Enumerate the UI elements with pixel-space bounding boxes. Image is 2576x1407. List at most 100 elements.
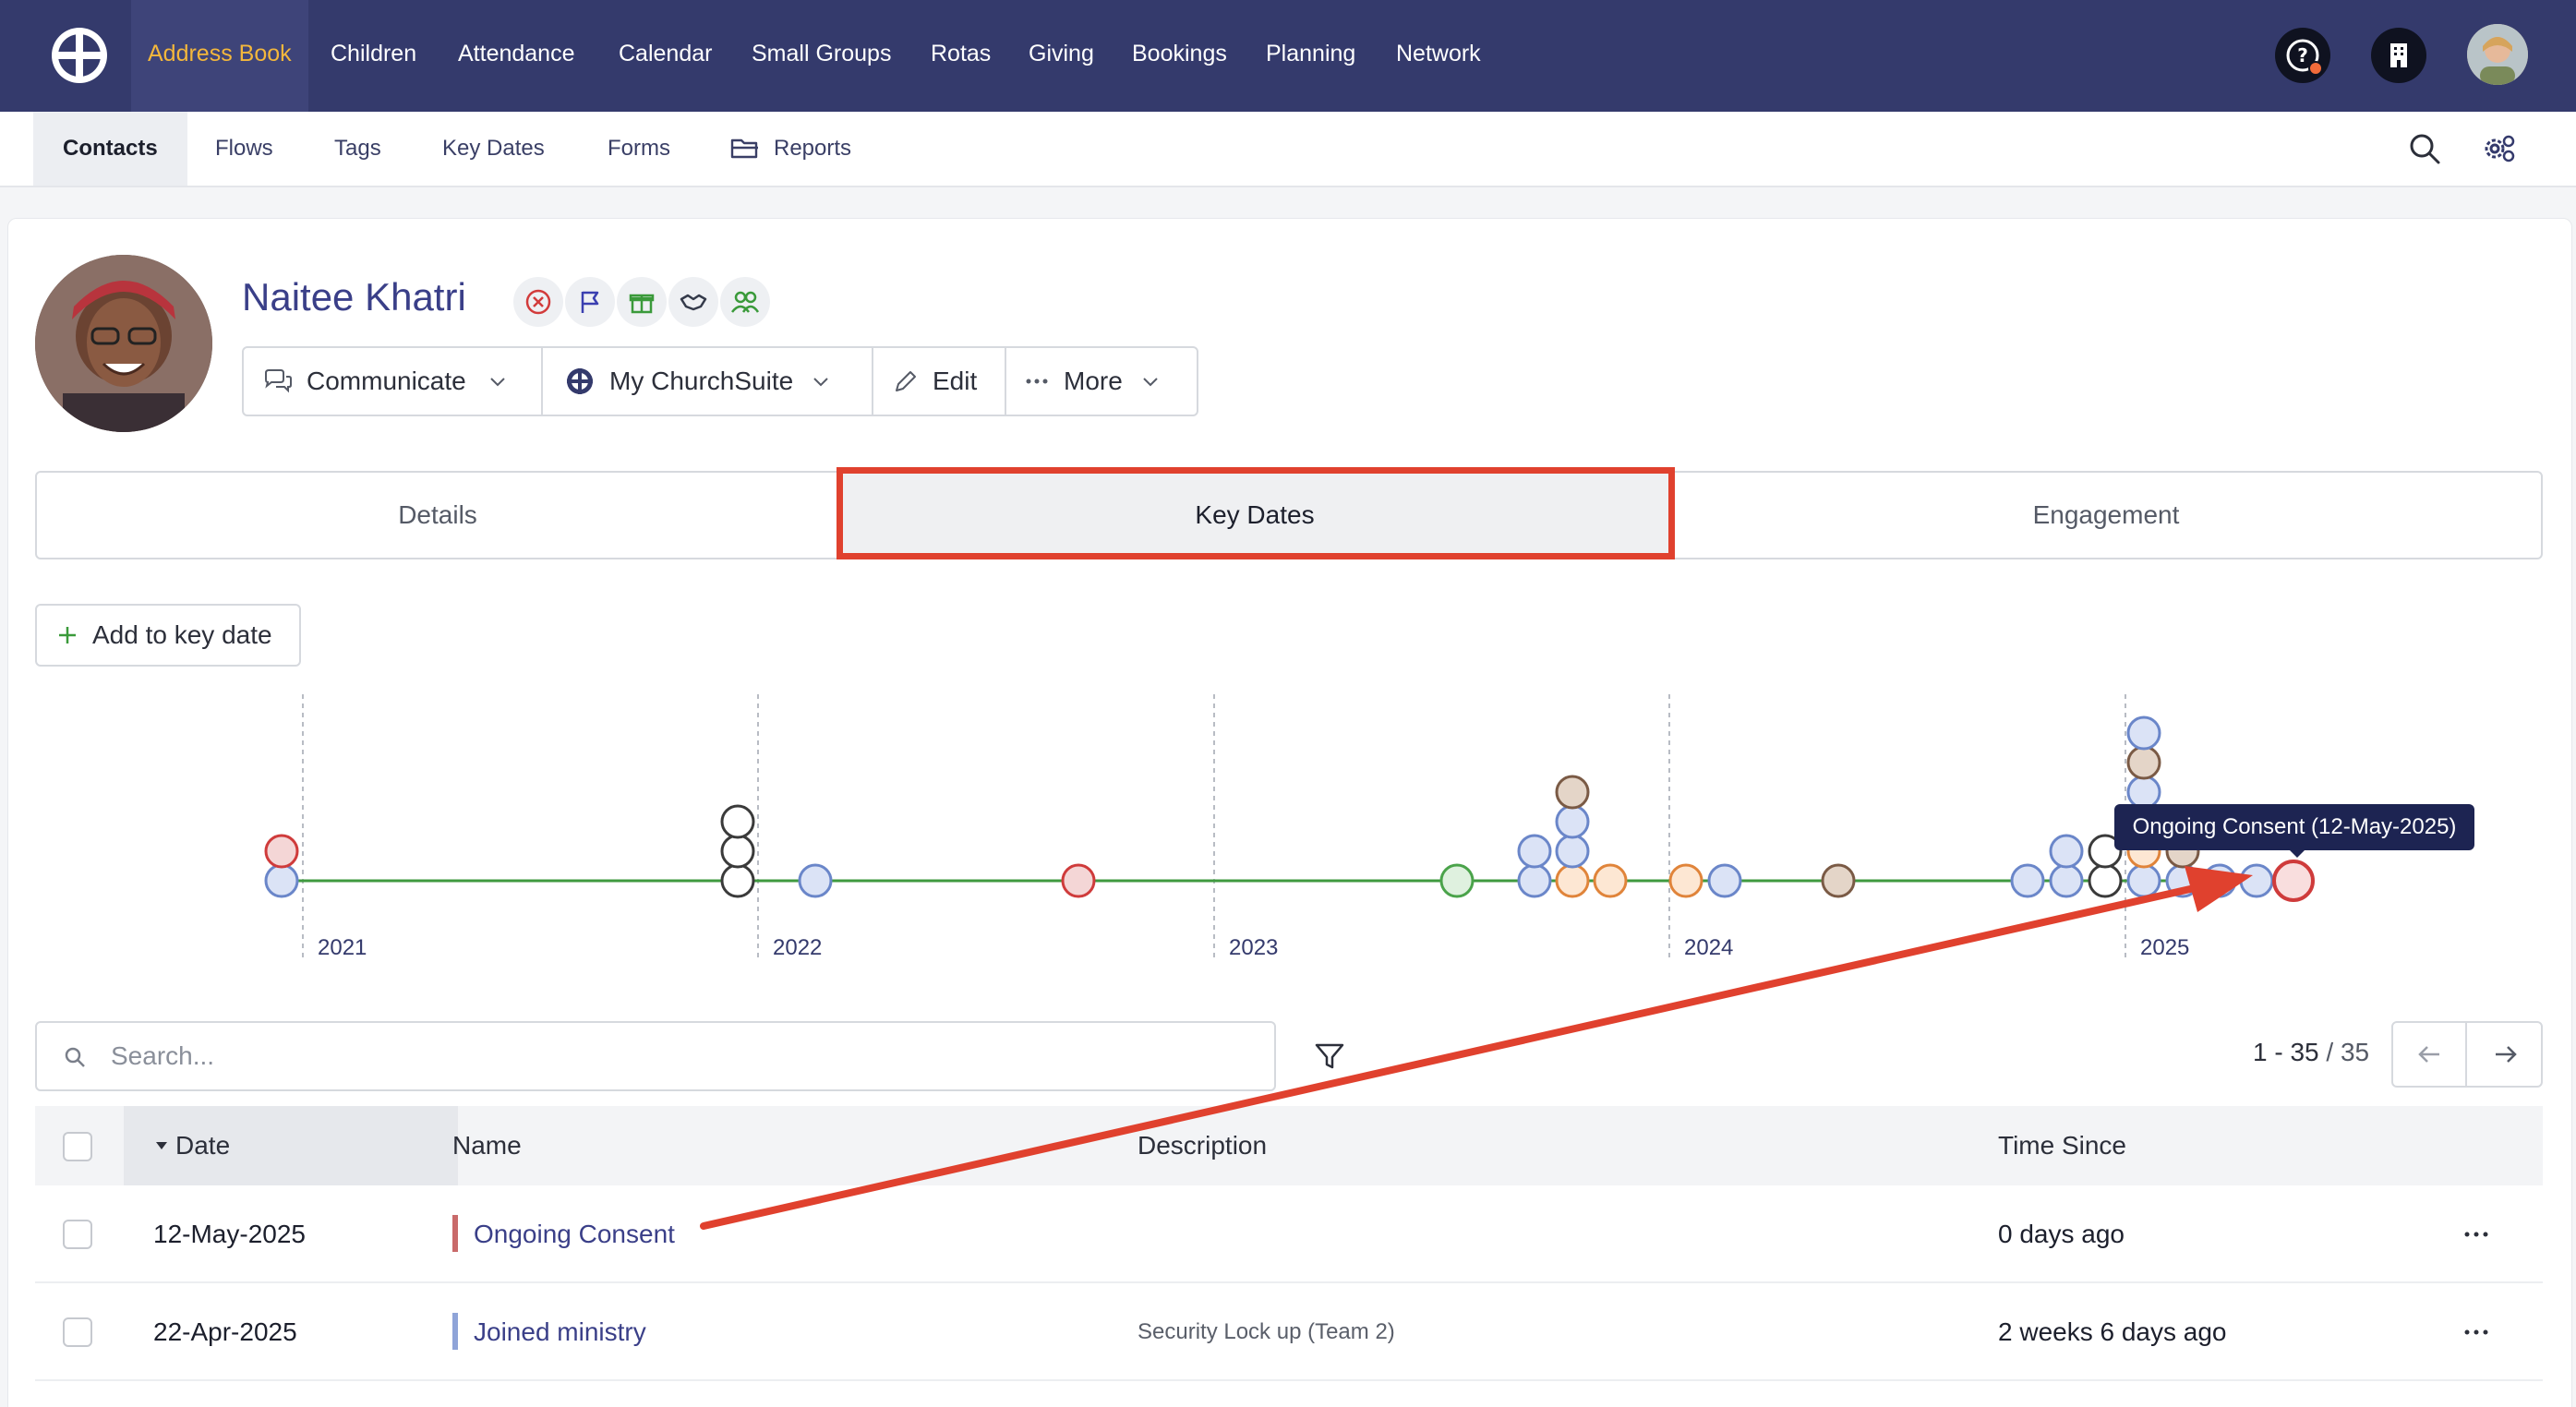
timeline-selected-dot[interactable] bbox=[2272, 860, 2315, 902]
column-time-since[interactable]: Time Since bbox=[1998, 1131, 2127, 1160]
nav-attendance[interactable]: Attendance bbox=[458, 41, 575, 66]
prev-page-button[interactable] bbox=[2393, 1023, 2467, 1086]
nav-rotas[interactable]: Rotas bbox=[931, 41, 992, 66]
filter-icon[interactable] bbox=[1311, 1038, 1348, 1075]
timeline-key-date-dot[interactable] bbox=[2126, 716, 2161, 751]
plus-icon bbox=[59, 627, 76, 643]
timeline-key-date-dot[interactable] bbox=[1061, 863, 1096, 898]
row-name-link[interactable]: Ongoing Consent bbox=[474, 1220, 675, 1248]
row-date: 12-May-2025 bbox=[153, 1220, 306, 1248]
timeline-key-date-dot[interactable] bbox=[720, 863, 755, 898]
timeline-key-date-dot[interactable] bbox=[264, 834, 299, 869]
subnav-forms[interactable]: Forms bbox=[608, 136, 670, 161]
row-name-link[interactable]: Joined ministry bbox=[474, 1317, 646, 1346]
timeline-key-date-dot[interactable] bbox=[2202, 863, 2237, 898]
nav-giving[interactable]: Giving bbox=[1029, 41, 1094, 66]
more-button[interactable]: More bbox=[1025, 348, 1191, 415]
help-icon[interactable]: ? bbox=[2275, 28, 2330, 83]
timeline-key-date-dot[interactable] bbox=[1517, 863, 1552, 898]
row-color-marker bbox=[452, 1215, 458, 1252]
churchsuite-icon bbox=[567, 368, 593, 394]
timeline-key-date-dot[interactable] bbox=[2126, 863, 2161, 898]
key-dates-table: Date Name Description Time Since 12-May-… bbox=[35, 1106, 2543, 1381]
subnav-key-dates[interactable]: Key Dates bbox=[442, 136, 545, 161]
folder-icon bbox=[730, 138, 758, 159]
building-icon[interactable] bbox=[2371, 28, 2426, 83]
column-name[interactable]: Name bbox=[452, 1131, 522, 1160]
add-key-date-button[interactable]: Add to key date bbox=[35, 604, 301, 667]
select-all-checkbox[interactable] bbox=[63, 1132, 92, 1161]
timeline-key-date-dot[interactable] bbox=[1707, 863, 1742, 898]
row-options-icon[interactable] bbox=[2458, 1221, 2495, 1248]
timeline-key-date-dot[interactable] bbox=[2049, 834, 2084, 869]
communicate-button[interactable]: Communicate bbox=[262, 348, 537, 415]
table-header: Date Name Description Time Since bbox=[35, 1106, 2543, 1185]
user-avatar[interactable] bbox=[2467, 24, 2528, 85]
contact-actions: Communicate My ChurchSuite Edit More bbox=[242, 346, 1198, 416]
search-input[interactable] bbox=[111, 1036, 1256, 1076]
timeline-key-date-dot[interactable] bbox=[1439, 863, 1475, 898]
search-icon[interactable] bbox=[2406, 130, 2443, 167]
timeline-key-date-dot[interactable] bbox=[2126, 745, 2161, 780]
edit-button[interactable]: Edit bbox=[892, 348, 1003, 415]
row-checkbox[interactable] bbox=[63, 1220, 92, 1249]
arrow-left-icon bbox=[2418, 1046, 2439, 1063]
subnav-tags[interactable]: Tags bbox=[334, 136, 381, 161]
column-description[interactable]: Description bbox=[1138, 1131, 1268, 1160]
churchsuite-logo[interactable] bbox=[48, 24, 111, 87]
next-page-button[interactable] bbox=[2469, 1023, 2543, 1086]
nav-children[interactable]: Children bbox=[331, 41, 417, 66]
timeline-key-date-dot[interactable] bbox=[2088, 834, 2123, 869]
row-options-icon[interactable] bbox=[2458, 1318, 2495, 1346]
table-row[interactable]: 12-May-2025 Ongoing Consent 0 days ago bbox=[35, 1185, 2543, 1283]
timeline-key-date-dot[interactable] bbox=[1555, 834, 1590, 869]
my-churchsuite-button[interactable]: My ChurchSuite bbox=[565, 348, 870, 415]
settings-icon[interactable] bbox=[2480, 130, 2517, 167]
users-icon[interactable] bbox=[720, 277, 770, 327]
table-row[interactable]: 22-Apr-2025 Joined ministry Security Loc… bbox=[35, 1283, 2543, 1381]
flag-icon[interactable] bbox=[565, 277, 615, 327]
timeline-key-date-dot[interactable] bbox=[798, 863, 833, 898]
tab-engagement[interactable]: Engagement bbox=[2032, 500, 2180, 529]
timeline-key-date-dot[interactable] bbox=[1821, 863, 1856, 898]
nav-small-groups[interactable]: Small Groups bbox=[752, 41, 892, 66]
subnav-flows[interactable]: Flows bbox=[215, 136, 273, 161]
timeline-key-date-dot[interactable] bbox=[2165, 863, 2200, 898]
nav-calendar[interactable]: Calendar bbox=[619, 41, 713, 66]
nav-bookings[interactable]: Bookings bbox=[1132, 41, 1227, 66]
nav-address-book[interactable]: Address Book bbox=[131, 0, 308, 112]
timeline-key-date-dot[interactable] bbox=[2239, 863, 2274, 898]
timeline-key-date-dot[interactable] bbox=[2010, 863, 2045, 898]
timeline-key-date-dot[interactable] bbox=[2088, 863, 2123, 898]
column-date[interactable]: Date bbox=[124, 1106, 458, 1185]
timeline-key-date-dot[interactable] bbox=[1555, 804, 1590, 839]
pencil-icon bbox=[896, 371, 916, 391]
contact-name: Naitee Khatri bbox=[242, 275, 466, 319]
nav-planning[interactable]: Planning bbox=[1266, 41, 1356, 66]
timeline-year-label: 2025 bbox=[2140, 935, 2189, 960]
cancel-icon[interactable] bbox=[513, 277, 563, 327]
timeline-key-date-dot[interactable] bbox=[1517, 834, 1552, 869]
nav-network[interactable]: Network bbox=[1396, 41, 1481, 66]
timeline-key-date-dot[interactable] bbox=[720, 834, 755, 869]
subnav-contacts[interactable]: Contacts bbox=[33, 112, 187, 186]
timeline-key-date-dot[interactable] bbox=[1555, 775, 1590, 810]
tab-details[interactable]: Details bbox=[398, 500, 477, 529]
timeline-key-date-dot[interactable] bbox=[2049, 863, 2084, 898]
sort-desc-icon bbox=[156, 1142, 167, 1149]
subnav-reports[interactable]: Reports bbox=[774, 136, 852, 161]
contact-photo bbox=[35, 255, 212, 432]
pagination-controls bbox=[2391, 1021, 2543, 1088]
tab-key-dates[interactable]: Key Dates bbox=[838, 473, 1671, 558]
timeline-key-date-dot[interactable] bbox=[1593, 863, 1628, 898]
timeline-key-date-dot[interactable] bbox=[720, 804, 755, 839]
svg-text:?: ? bbox=[2297, 44, 2308, 66]
timeline-key-date-dot[interactable] bbox=[2126, 775, 2161, 810]
handshake-icon[interactable] bbox=[668, 277, 718, 327]
timeline-key-date-dot[interactable] bbox=[264, 863, 299, 898]
timeline-key-date-dot[interactable] bbox=[1668, 863, 1703, 898]
gift-icon[interactable] bbox=[617, 277, 667, 327]
row-time-since: 0 days ago bbox=[1998, 1220, 2125, 1248]
row-checkbox[interactable] bbox=[63, 1317, 92, 1347]
timeline-key-date-dot[interactable] bbox=[1555, 863, 1590, 898]
